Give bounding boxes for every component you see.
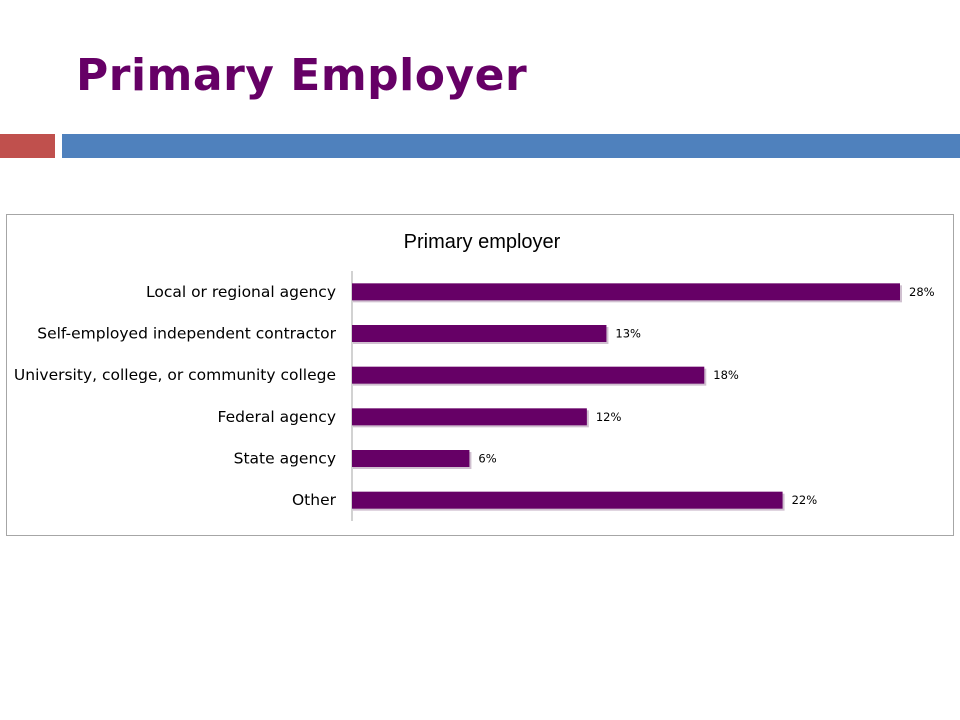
category-label: Federal agency	[218, 408, 336, 426]
data-label: 28%	[909, 285, 935, 299]
bar	[352, 408, 587, 426]
category-label: Other	[292, 491, 337, 509]
data-label: 12%	[596, 410, 622, 424]
data-label: 6%	[478, 452, 496, 466]
category-label: State agency	[234, 450, 336, 468]
bar-chart: Primary employer Local or regional agenc…	[14, 231, 935, 521]
data-label: 13%	[615, 327, 641, 341]
bar	[352, 491, 783, 509]
chart-title: Primary employer	[404, 231, 561, 253]
accent-bar-blue	[62, 134, 960, 158]
bar	[352, 325, 607, 342]
data-label: 18%	[713, 368, 739, 382]
category-label: University, college, or community colleg…	[14, 366, 336, 384]
category-label: Local or regional agency	[146, 283, 336, 301]
category-label: Self-employed independent contractor	[37, 325, 336, 343]
bar	[352, 366, 705, 384]
bar	[352, 283, 900, 301]
bar	[352, 450, 470, 467]
data-label: 22%	[792, 493, 818, 507]
accent-bar-red	[0, 134, 55, 158]
bars-group: Local or regional agency 28% Self-employed…	[14, 283, 935, 511]
slide-title: Primary Employer	[76, 50, 528, 101]
chart-frame: Primary employer Local or regional agenc…	[6, 214, 954, 536]
